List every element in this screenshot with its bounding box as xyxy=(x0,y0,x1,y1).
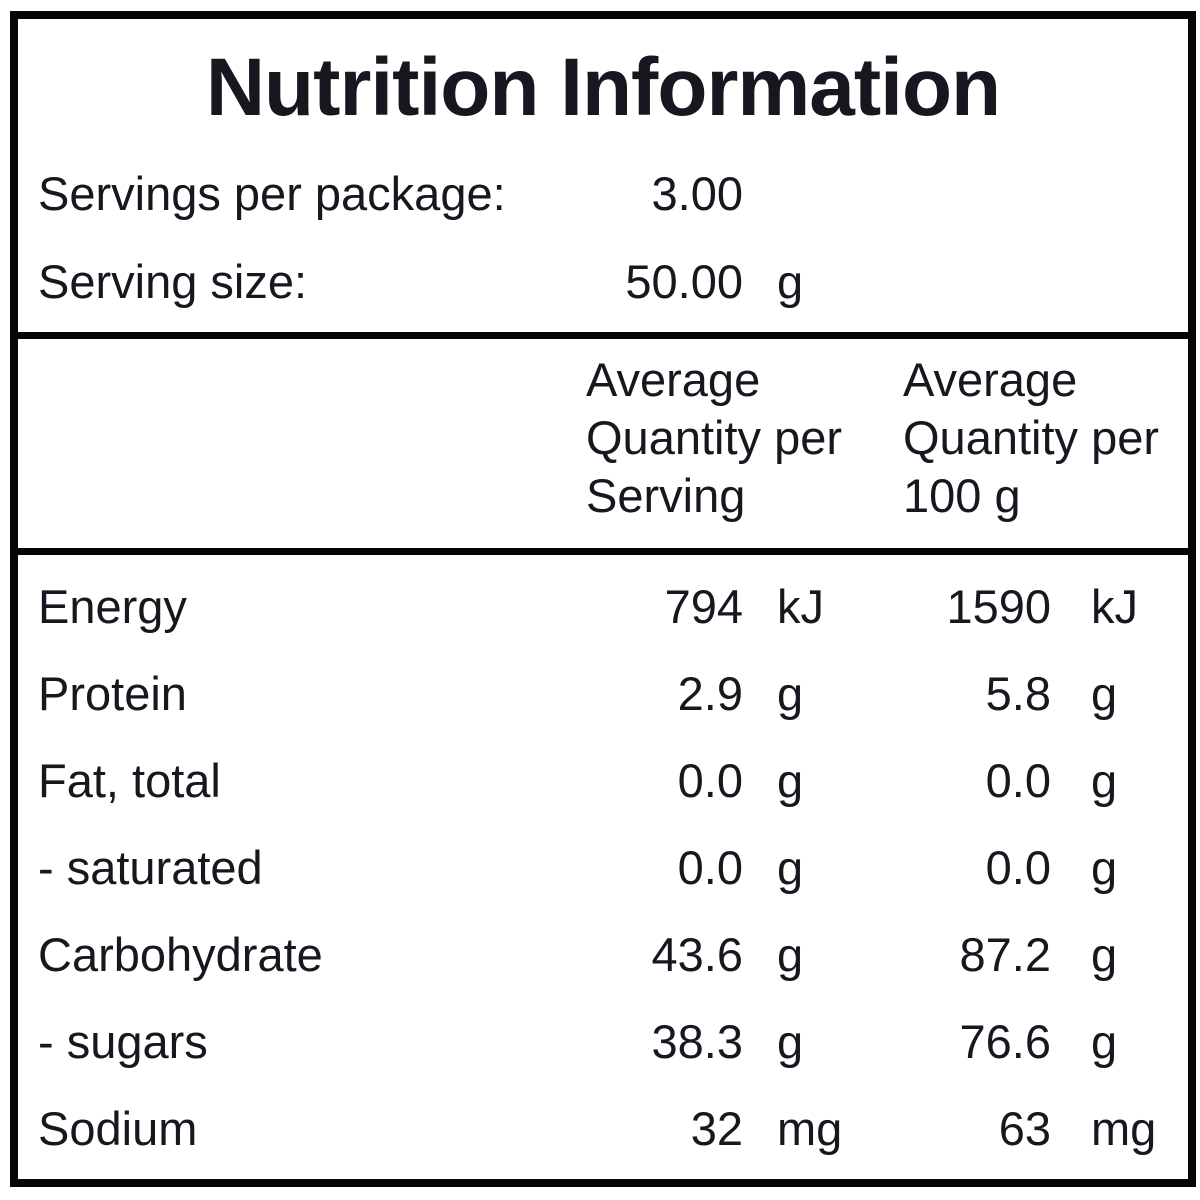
nutrient-row: - saturated 0.0 g 0.0 g xyxy=(18,824,1188,911)
value-per-serving: 794 xyxy=(664,580,743,633)
nutrient-row: Energy 794 kJ 1590 kJ xyxy=(18,563,1188,650)
nutrient-row: Protein 2.9 g 5.8 g xyxy=(18,650,1188,737)
header-line: Serving xyxy=(586,469,746,522)
nutrient-row: - sugars 38.3 g 76.6 g xyxy=(18,998,1188,1085)
nutrient-name: - saturated xyxy=(38,841,263,894)
unit-per-100g: kJ xyxy=(1091,580,1138,633)
unit-per-100g: g xyxy=(1091,754,1118,807)
unit-per-100g: g xyxy=(1091,1015,1118,1068)
value-per-serving: 38.3 xyxy=(651,1015,743,1068)
unit-per-serving: g xyxy=(777,754,804,807)
header-spacer xyxy=(18,351,586,548)
serving-rows-container: Servings per package: 3.00 Serving size:… xyxy=(18,149,1188,325)
unit-per-serving: mg xyxy=(777,1102,843,1155)
unit-per-serving: g xyxy=(777,928,804,981)
serving-label: Serving size: xyxy=(38,254,308,308)
value-per-100g: 5.8 xyxy=(985,667,1051,720)
nutrient-name: Fat, total xyxy=(38,754,221,807)
value-per-serving: 32 xyxy=(690,1102,743,1155)
value-per-100g: 87.2 xyxy=(959,928,1051,981)
header-line: Quantity per xyxy=(586,411,843,464)
header-line: Average xyxy=(586,353,761,406)
serving-value: 3.00 xyxy=(651,166,743,220)
header-line: Average xyxy=(903,353,1078,406)
value-per-100g: 1590 xyxy=(946,580,1051,633)
unit-per-serving: g xyxy=(777,841,804,894)
nutrient-row: Sodium 32 mg 63 mg xyxy=(18,1085,1188,1172)
unit-per-serving: kJ xyxy=(777,580,824,633)
unit-per-100g: mg xyxy=(1091,1102,1157,1155)
nutrient-row: Fat, total 0.0 g 0.0 g xyxy=(18,737,1188,824)
header-line: 100 g xyxy=(903,469,1021,522)
unit-per-serving: g xyxy=(777,1015,804,1068)
nutrient-name: Energy xyxy=(38,580,187,633)
column-header-section: Average Quantity per Serving Average Qua… xyxy=(18,332,1188,548)
nutrient-row: Carbohydrate 43.6 g 87.2 g xyxy=(18,911,1188,998)
serving-row: Servings per package: 3.00 xyxy=(18,149,1188,237)
nutrient-name: Carbohydrate xyxy=(38,928,323,981)
nutrition-information-panel: Nutrition Information Servings per packa… xyxy=(10,11,1196,1187)
unit-per-100g: g xyxy=(1091,667,1118,720)
serving-row: Serving size: 50.00 g xyxy=(18,237,1188,325)
nutrient-name: Protein xyxy=(38,667,187,720)
nutrient-table-section: Energy 794 kJ 1590 kJ Protein 2.9 g 5.8 … xyxy=(18,548,1188,1179)
column-header-per-serving: Average Quantity per Serving xyxy=(586,351,903,548)
serving-unit: g xyxy=(777,254,804,308)
value-per-serving: 43.6 xyxy=(651,928,743,981)
value-per-serving: 0.0 xyxy=(677,841,743,894)
unit-per-100g: g xyxy=(1091,841,1118,894)
value-per-serving: 0.0 xyxy=(677,754,743,807)
value-per-100g: 0.0 xyxy=(985,841,1051,894)
header-line: Quantity per xyxy=(903,411,1160,464)
nutrient-name: - sugars xyxy=(38,1015,208,1068)
value-per-100g: 0.0 xyxy=(985,754,1051,807)
nutrient-name: Sodium xyxy=(38,1102,198,1155)
value-per-100g: 76.6 xyxy=(959,1015,1051,1068)
unit-per-100g: g xyxy=(1091,928,1118,981)
serving-value: 50.00 xyxy=(625,254,743,308)
unit-per-serving: g xyxy=(777,667,804,720)
column-header-per-100g: Average Quantity per 100 g xyxy=(903,351,1185,548)
value-per-serving: 2.9 xyxy=(677,667,743,720)
serving-label: Servings per package: xyxy=(38,166,506,220)
value-per-100g: 63 xyxy=(998,1102,1051,1155)
serving-details-section: Nutrition Information Servings per packa… xyxy=(18,19,1188,332)
page-title: Nutrition Information xyxy=(205,42,1001,133)
